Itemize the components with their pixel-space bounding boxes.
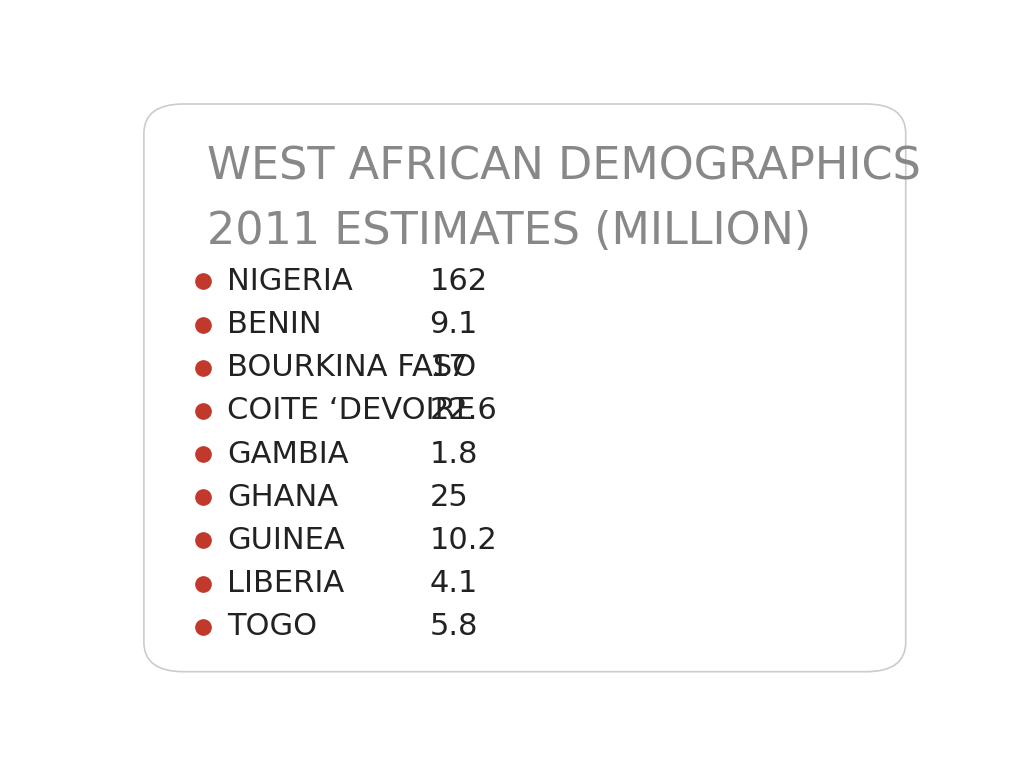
FancyBboxPatch shape	[143, 104, 905, 672]
Text: 1.8: 1.8	[430, 439, 478, 468]
Text: BOURKINA FASO: BOURKINA FASO	[227, 353, 476, 382]
Text: 162: 162	[430, 267, 487, 296]
Text: 10.2: 10.2	[430, 526, 498, 555]
Text: LIBERIA: LIBERIA	[227, 569, 344, 598]
Text: WEST AFRICAN DEMOGRAPHICS: WEST AFRICAN DEMOGRAPHICS	[207, 145, 922, 188]
Text: 17: 17	[430, 353, 468, 382]
Text: GHANA: GHANA	[227, 483, 338, 511]
Text: 5.8: 5.8	[430, 612, 478, 641]
Text: GUINEA: GUINEA	[227, 526, 345, 555]
Text: GAMBIA: GAMBIA	[227, 439, 349, 468]
Text: COITE ‘DEVOIRE: COITE ‘DEVOIRE	[227, 396, 475, 425]
Text: TOGO: TOGO	[227, 612, 317, 641]
Text: 4.1: 4.1	[430, 569, 478, 598]
Text: 9.1: 9.1	[430, 310, 478, 339]
Text: 2011 ESTIMATES (MILLION): 2011 ESTIMATES (MILLION)	[207, 210, 811, 253]
Text: NIGERIA: NIGERIA	[227, 267, 353, 296]
Text: BENIN: BENIN	[227, 310, 322, 339]
Text: 25: 25	[430, 483, 468, 511]
Text: 22.6: 22.6	[430, 396, 498, 425]
